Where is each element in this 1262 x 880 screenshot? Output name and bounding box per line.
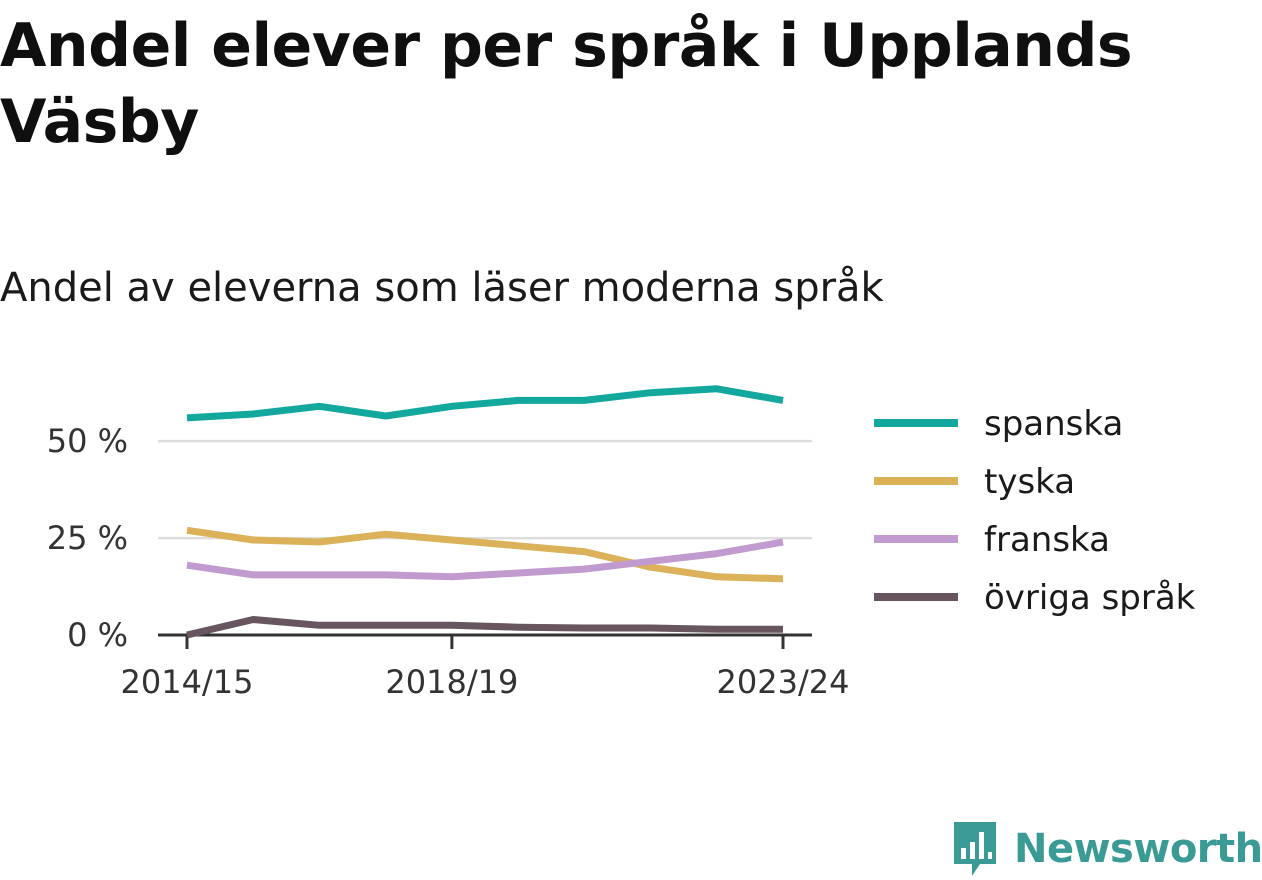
- series-line-0: [186, 385, 784, 422]
- axes: 0 % 25 % 50 % 2014/15 2018/19 2023/24: [47, 422, 850, 701]
- x-tick-label: 2018/19: [385, 663, 518, 701]
- series-lines: [186, 385, 784, 639]
- brand-name: Newsworthy: [1014, 826, 1262, 872]
- series-line-3: [186, 616, 783, 639]
- legend: spanska tyska franska övriga språk: [874, 404, 1196, 618]
- y-tick-label: 25 %: [47, 519, 128, 557]
- brand-logo: Newsworthy: [950, 818, 1262, 880]
- legend-label: tyska: [984, 462, 1075, 502]
- x-tick-label: 2014/15: [121, 663, 254, 701]
- series-line-2: [186, 538, 784, 581]
- x-tick-label: 2023/24: [717, 663, 850, 701]
- y-tick-label: 0 %: [67, 616, 128, 654]
- legend-label: franska: [984, 520, 1110, 560]
- legend-label: spanska: [984, 404, 1123, 444]
- gridlines: [158, 439, 812, 540]
- y-tick-label: 50 %: [47, 422, 128, 460]
- chart-subtitle: Andel av eleverna som läser moderna språ…: [0, 265, 884, 311]
- series-line-1: [186, 526, 784, 583]
- chart-title: Andel elever per språk i Upplands Väsby: [0, 11, 1133, 157]
- legend-label: övriga språk: [984, 578, 1196, 618]
- newsworthy-logo-icon: [954, 822, 996, 876]
